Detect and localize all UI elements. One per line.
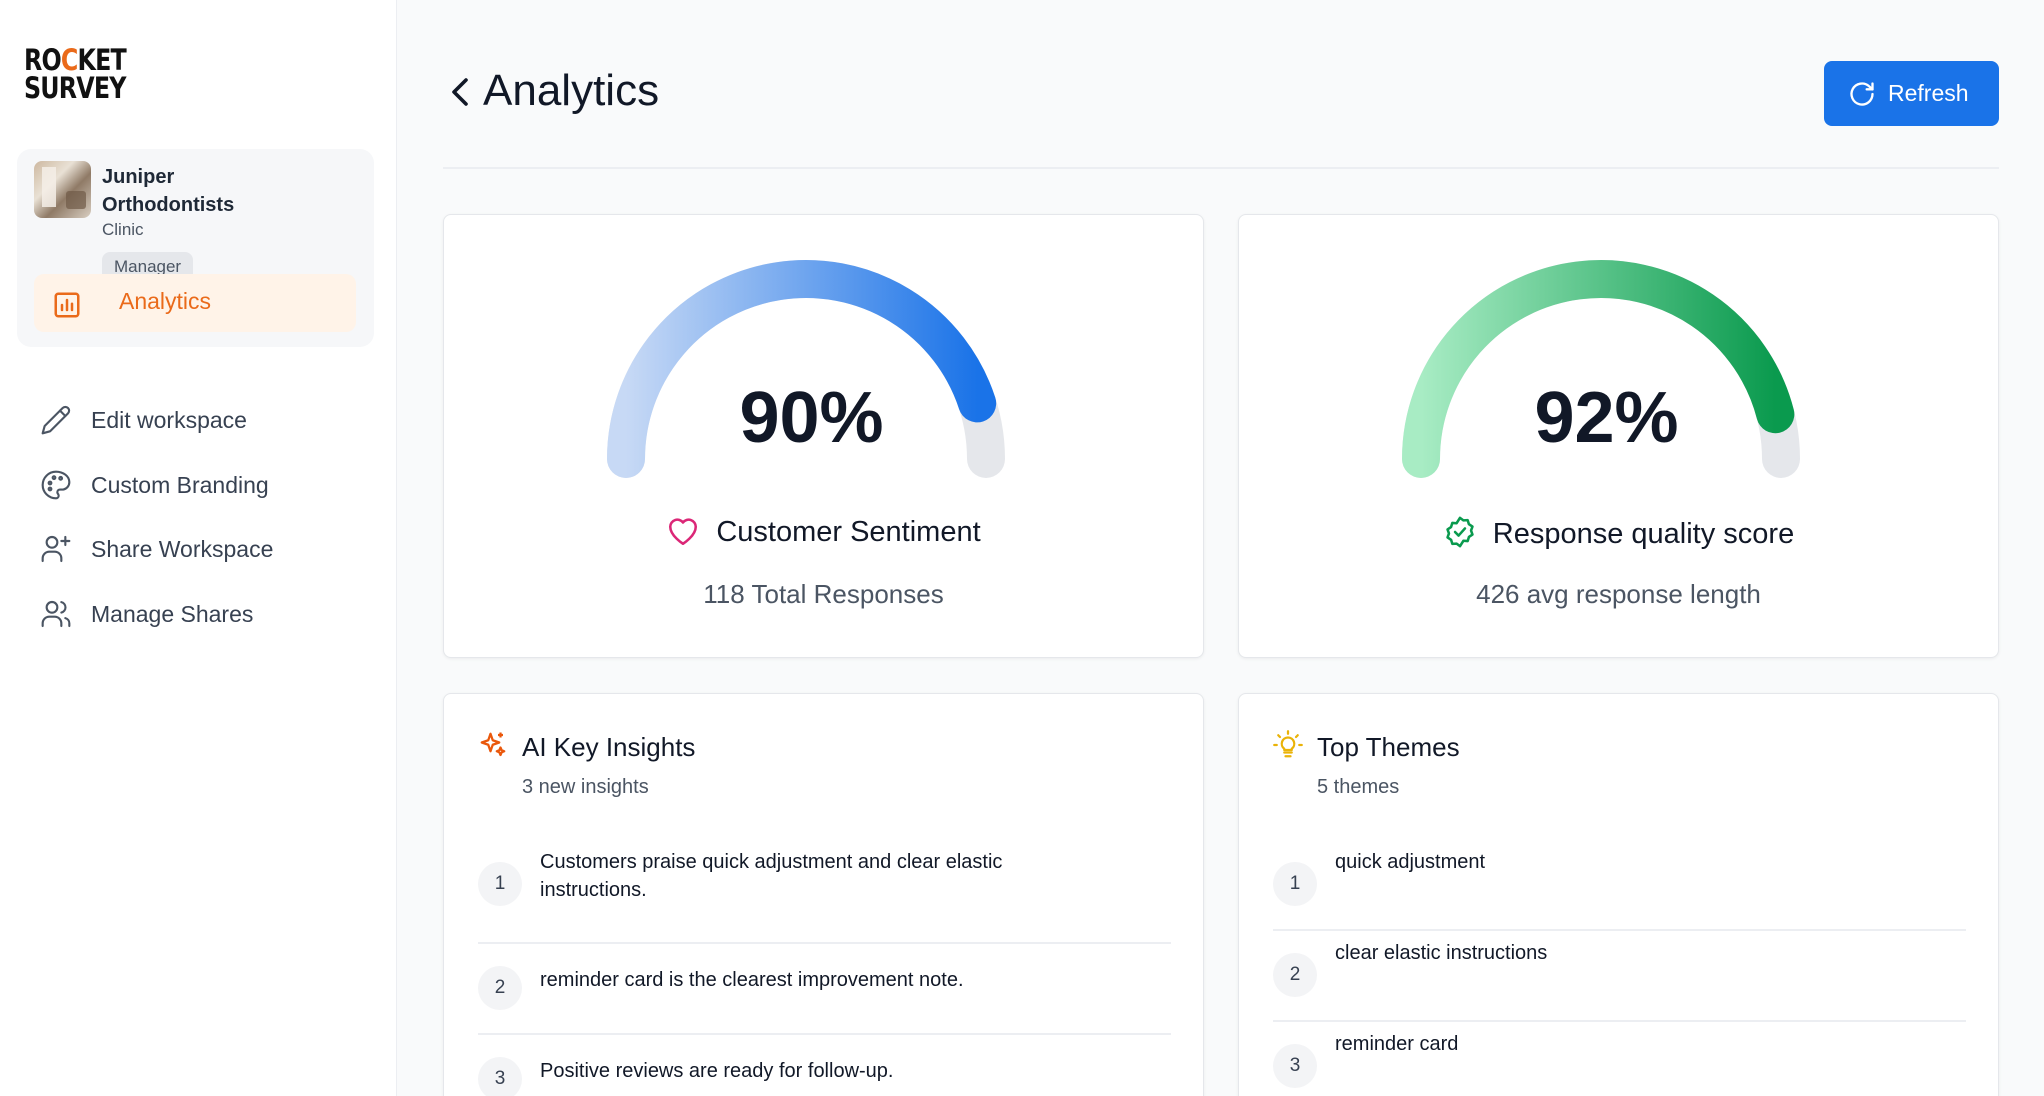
gauge-value: 90% (739, 378, 884, 458)
user-plus-icon (40, 533, 72, 570)
card-title: Top Themes (1317, 732, 1460, 762)
gauge-label-row: Customer Sentiment (444, 515, 1203, 555)
header-divider (443, 167, 1999, 169)
sparkles-icon (478, 730, 508, 765)
workspace-card: Juniper Orthodontists Clinic Manager Ana… (17, 149, 374, 347)
card-title: AI Key Insights (522, 732, 696, 762)
item-text: reminder card (1335, 1033, 1459, 1055)
sidebar-item-edit-workspace[interactable]: Edit workspace (40, 396, 360, 461)
ai-key-insights-card: AI Key Insights 3 new insights 1 Custome… (443, 693, 1204, 1096)
rocket-survey-logo[interactable]: ROCKET SURVEY (24, 43, 127, 105)
item-text: quick adjustment (1335, 851, 1486, 873)
workspace-name: Juniper Orthodontists (102, 166, 235, 216)
item-text: Positive reviews are ready for follow-up… (540, 1060, 894, 1082)
top-themes-card: Top Themes 5 themes 1 quick adjustment 2… (1238, 693, 1999, 1096)
list-item: 2 clear elastic instructions (1273, 931, 1966, 1022)
gauge-fill (1402, 260, 1795, 478)
gauge-label: Response quality score (1492, 518, 1795, 550)
palette-icon (40, 469, 72, 506)
users-icon (40, 598, 72, 635)
sidebar-item-label: Analytics (119, 288, 212, 314)
list-item: 3 Positive reviews are ready for follow-… (478, 1035, 1171, 1096)
item-number: 2 (1273, 953, 1317, 997)
list-item: 3 reminder card (1273, 1022, 1966, 1096)
sidebar-item-label: Edit workspace (91, 407, 247, 433)
insights-list: 1 Customers praise quick adjustment and … (478, 840, 1171, 1096)
lightbulb-icon (1273, 730, 1303, 765)
workspace-thumbnail (34, 161, 91, 218)
workspace-type: Clinic (102, 220, 144, 239)
gauge-subtext: 118 Total Responses (703, 579, 944, 609)
list-item: 1 Customers praise quick adjustment and … (478, 840, 1171, 944)
bar-chart-icon (52, 290, 82, 325)
card-subtitle: 5 themes (1317, 776, 1400, 798)
response-quality-card: 92% Response quality score 426 avg respo… (1238, 214, 1999, 658)
list-item: 1 quick adjustment (1273, 840, 1966, 931)
back-chevron-icon[interactable] (448, 76, 472, 113)
gauge-label-row: Response quality score (1239, 515, 1998, 557)
logo-line-1: ROCKET (24, 43, 127, 77)
item-text: reminder card is the clearest improvemen… (540, 969, 964, 991)
sidebar-item-custom-branding[interactable]: Custom Branding (40, 461, 360, 526)
themes-list: 1 quick adjustment 2 clear elastic instr… (1273, 840, 1966, 1096)
sidebar-nav: Edit workspace Custom Branding Share Wor… (40, 396, 360, 654)
item-number: 1 (478, 862, 522, 906)
sidebar-item-label: Share Workspace (91, 536, 274, 562)
sidebar-item-label: Custom Branding (91, 471, 269, 498)
list-item: 2 reminder card is the clearest improvem… (478, 944, 1171, 1035)
badge-check-icon (1443, 515, 1477, 557)
refresh-label: Refresh (1888, 80, 1969, 106)
pencil-icon (40, 404, 72, 441)
sentiment-gauge (607, 260, 1005, 478)
sidebar-item-manage-shares[interactable]: Manage Shares (40, 590, 360, 655)
item-number: 3 (478, 1057, 522, 1096)
gauge-value: 92% (1534, 378, 1679, 458)
refresh-icon (1848, 80, 1876, 114)
quality-gauge (1402, 260, 1800, 478)
item-number: 3 (1273, 1044, 1317, 1088)
customer-sentiment-card: 90% Customer Sentiment 118 Total Respons… (443, 214, 1204, 658)
sidebar-item-share-workspace[interactable]: Share Workspace (40, 525, 360, 590)
item-text: Customers praise quick adjustment and cl… (540, 851, 1003, 901)
gauge-fill (607, 260, 997, 478)
gauge-label: Customer Sentiment (716, 516, 981, 548)
gauge-subtext: 426 avg response length (1476, 579, 1761, 609)
item-number: 1 (1273, 862, 1317, 906)
sidebar-item-analytics[interactable]: Analytics (34, 274, 356, 332)
heart-icon (666, 515, 700, 555)
page-title: Analytics (483, 66, 660, 115)
card-subtitle: 3 new insights (522, 776, 649, 798)
sidebar: ROCKET SURVEY Juniper Orthodontists Clin… (0, 0, 397, 1096)
logo-line-2: SURVEY (24, 71, 127, 105)
item-number: 2 (478, 966, 522, 1010)
item-text: clear elastic instructions (1335, 942, 1548, 964)
refresh-button[interactable]: Refresh (1824, 61, 1999, 126)
sidebar-item-label: Manage Shares (91, 600, 254, 627)
